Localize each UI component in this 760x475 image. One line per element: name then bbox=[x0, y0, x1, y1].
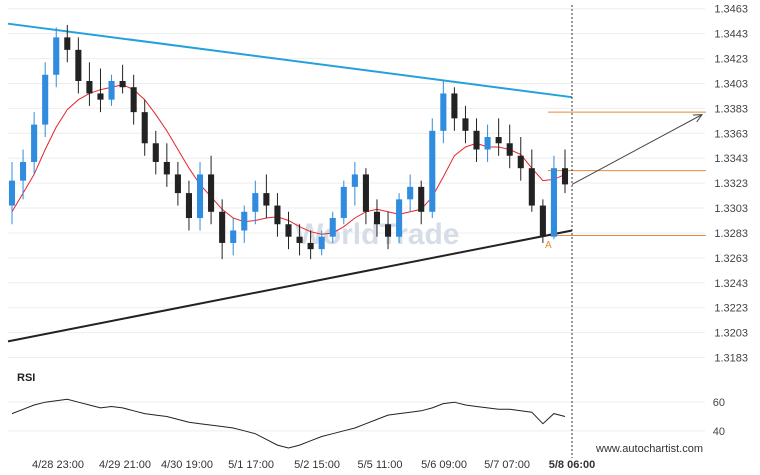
x-tick-label: 5/8 06:00 bbox=[549, 459, 595, 471]
candle-body bbox=[429, 130, 436, 212]
candle-body bbox=[141, 112, 148, 144]
candle-body bbox=[208, 174, 215, 212]
candle-body bbox=[451, 93, 458, 119]
candle-body bbox=[119, 80, 126, 88]
y-tick-label: 1.3443 bbox=[714, 29, 748, 41]
y-tick-label: 1.3223 bbox=[714, 303, 748, 315]
y-tick-label: 1.3323 bbox=[714, 178, 748, 190]
projection bbox=[571, 114, 704, 185]
candle-body bbox=[329, 218, 336, 237]
candle-body bbox=[163, 161, 170, 175]
candle-body bbox=[8, 180, 16, 206]
candle-body bbox=[174, 174, 181, 194]
candle-body bbox=[550, 168, 557, 237]
candle-body bbox=[473, 130, 480, 150]
resistance-line bbox=[7, 22, 573, 99]
x-tick-label: 4/29 21:00 bbox=[99, 459, 151, 471]
candle-body bbox=[396, 199, 403, 237]
candle-body bbox=[440, 93, 447, 131]
y-tick-label: 1.3283 bbox=[714, 228, 748, 240]
candle-body bbox=[285, 224, 292, 237]
projection-arrow-head bbox=[692, 114, 704, 123]
candle-body bbox=[53, 37, 60, 75]
x-tick-label: 5/6 09:00 bbox=[421, 459, 467, 471]
candle-body bbox=[20, 161, 27, 181]
y-tick-label: 1.3343 bbox=[714, 153, 748, 165]
candle-body bbox=[196, 174, 204, 219]
candle-body bbox=[263, 193, 270, 206]
y-tick-label: 1.3183 bbox=[714, 353, 748, 365]
candle-body bbox=[42, 74, 49, 125]
x-tick-label: 4/30 19:00 bbox=[161, 459, 213, 471]
candle-body bbox=[97, 93, 104, 100]
x-tick-label: 5/5 11:00 bbox=[357, 459, 402, 471]
candle-body bbox=[318, 236, 325, 250]
rsi-panel: 60 40 bbox=[8, 397, 725, 449]
trend-lines bbox=[7, 22, 573, 343]
candle-body bbox=[373, 211, 381, 225]
candle-body bbox=[86, 80, 93, 94]
x-tick-label: 5/2 15:00 bbox=[294, 459, 340, 471]
candle-body bbox=[351, 174, 358, 187]
rsi-tick-label: 40 bbox=[713, 426, 725, 438]
candle-body bbox=[31, 124, 38, 162]
projection-arrow-line bbox=[571, 114, 703, 185]
candle-body bbox=[407, 186, 414, 200]
horizontal-levels bbox=[548, 111, 706, 236]
candle-body bbox=[274, 205, 281, 225]
candle-body bbox=[241, 211, 248, 231]
candle-body bbox=[539, 205, 546, 237]
candle-body bbox=[484, 137, 491, 150]
y-tick-label: 1.3383 bbox=[714, 103, 748, 115]
support-line bbox=[7, 229, 573, 343]
candle-body bbox=[219, 211, 226, 243]
candle-body bbox=[64, 37, 71, 50]
candle-body bbox=[152, 143, 159, 162]
candle-body bbox=[340, 186, 347, 219]
rsi-panel-label: RSI bbox=[17, 372, 35, 384]
candlesticks bbox=[8, 24, 569, 260]
moving-average bbox=[11, 84, 566, 235]
candle-body bbox=[528, 168, 535, 206]
grid-lines bbox=[8, 8, 705, 359]
candle-body bbox=[506, 143, 513, 156]
x-tick-label: 4/28 23:00 bbox=[32, 459, 84, 471]
candle-body bbox=[130, 87, 137, 113]
y-tick-label: 1.3243 bbox=[714, 278, 748, 290]
candle-body bbox=[185, 193, 193, 219]
y-tick-label: 1.3303 bbox=[714, 203, 748, 215]
moving-average-line bbox=[11, 84, 566, 235]
candle-body bbox=[230, 230, 237, 243]
y-tick-label: 1.3203 bbox=[714, 328, 748, 340]
attribution: www.autochartist.com bbox=[595, 443, 703, 455]
y-tick-label: 1.3263 bbox=[714, 253, 748, 265]
x-tick-label: 5/1 17:00 bbox=[228, 459, 274, 471]
candle-body bbox=[418, 186, 425, 212]
candle-body bbox=[517, 155, 524, 169]
x-axis-labels: 4/28 23:00 4/29 21:00 4/30 19:00 5/1 17:00 5… bbox=[32, 459, 595, 471]
y-tick-label: 1.3403 bbox=[714, 78, 748, 90]
pattern-marker-label: A bbox=[545, 240, 552, 251]
candle-body bbox=[307, 242, 314, 250]
y-tick-label: 1.3363 bbox=[714, 128, 748, 140]
y-axis-labels: 1.3463 1.3443 1.3423 1.3403 1.3383 1.3363 1.33… bbox=[714, 4, 748, 365]
y-tick-label: 1.3463 bbox=[714, 4, 748, 16]
rsi-line bbox=[11, 398, 566, 449]
candle-body bbox=[495, 137, 502, 144]
candle-body bbox=[561, 168, 569, 185]
y-tick-label: 1.3423 bbox=[714, 54, 748, 66]
candle-body bbox=[362, 174, 369, 212]
candle-body bbox=[296, 236, 303, 243]
candle-body bbox=[75, 49, 82, 81]
candle-body bbox=[384, 224, 392, 237]
rsi-tick-label: 60 bbox=[713, 397, 725, 409]
candle-body bbox=[108, 80, 115, 100]
x-tick-label: 5/7 07:00 bbox=[484, 459, 530, 471]
candle-body bbox=[252, 193, 259, 212]
candle-body bbox=[462, 118, 469, 131]
